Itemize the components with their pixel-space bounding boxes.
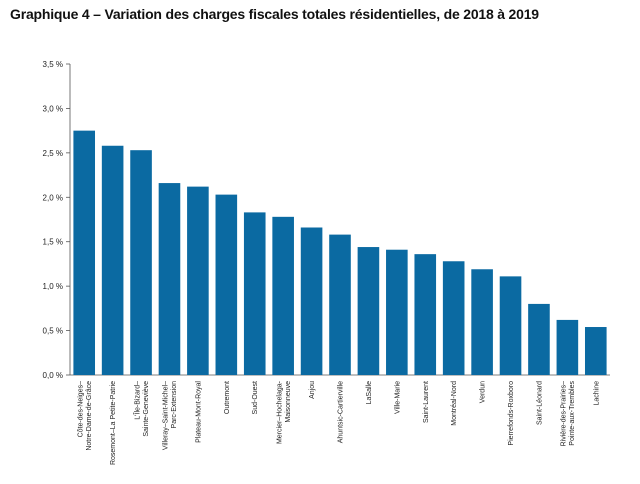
x-tick-label-line: Mercier–Hochelaga- <box>276 380 283 444</box>
bar <box>357 247 380 375</box>
x-tick-label: Plateau-Mont-Royal <box>195 381 202 443</box>
x-tick-label: Ville-Marie <box>394 381 401 414</box>
bar <box>73 130 96 375</box>
y-tick-label: 2,5 % <box>43 149 63 158</box>
bar <box>300 227 323 375</box>
bar <box>556 319 579 375</box>
x-tick-label-line: Outremont <box>224 381 231 414</box>
bar <box>528 303 550 375</box>
bar <box>471 269 493 375</box>
y-tick-label: 1,5 % <box>43 238 63 247</box>
x-tick-label-line: Rivière-des-Prairies– <box>561 381 568 446</box>
bar <box>243 212 266 375</box>
x-tick-label: Montréal-Nord <box>451 381 458 426</box>
bar <box>386 249 408 375</box>
x-tick-label-line: Lachine <box>593 381 600 406</box>
x-tick-label-line: Plateau-Mont-Royal <box>195 381 202 443</box>
x-axis-labels: Côte-des-Neiges– Notre-Dame-de-Grâce Rosem… <box>77 380 600 465</box>
bar <box>158 183 181 375</box>
x-tick-label: Lachine <box>593 381 600 406</box>
x-tick-label-line: LaSalle <box>366 381 373 404</box>
x-tick-label-line: Villeray–Saint-Michel– <box>163 381 170 450</box>
y-tick-label: 3,5 % <box>43 60 63 69</box>
x-tick-label-line: Côte-des-Neiges– <box>77 381 84 438</box>
x-tick-label: Saint-Laurent <box>423 381 430 423</box>
x-tick-label: Sud-Ouest <box>252 381 259 415</box>
bar <box>130 150 152 375</box>
bar <box>215 194 238 375</box>
x-tick-label: Côte-des-Neiges– Notre-Dame-de-Grâce <box>77 381 93 451</box>
x-tick-label: Villeray–Saint-Michel– Parc-Extension <box>163 381 179 450</box>
bar <box>584 327 607 375</box>
x-tick-label-line: Sud-Ouest <box>252 381 259 415</box>
bars <box>73 130 607 375</box>
x-tick-label: Ahuntsic-Cartierville <box>338 381 345 443</box>
x-tick-label-line: Anjou <box>309 381 316 399</box>
x-tick-label-line: L'Île-Bizard– <box>132 381 141 420</box>
bar <box>414 254 437 375</box>
x-tick-label: Rosemont–La Petite-Patrie <box>110 381 117 465</box>
x-tick-label: Pierrefonds-Roxboro <box>508 381 515 446</box>
bar <box>329 234 351 375</box>
x-tick-label-line: Parc-Extension <box>171 381 178 429</box>
chart-title: Graphique 4 – Variation des charges fisc… <box>10 6 539 22</box>
y-tick-label: 3,0 % <box>43 104 63 113</box>
x-tick-label-line: Ahuntsic-Cartierville <box>338 381 345 443</box>
x-tick-label-line: Ville-Marie <box>394 381 401 414</box>
x-tick-label-line: Pierrefonds-Roxboro <box>508 381 515 446</box>
x-tick-label-line: Pointe-aux-Trembles <box>569 381 576 446</box>
x-tick-label-line: Maisonneuve <box>285 381 292 423</box>
x-tick-label-line: Montréal-Nord <box>451 381 458 426</box>
x-tick-label-line: Saint-Laurent <box>423 381 430 423</box>
y-axis-ticks: 0,0 % 0,5 % 1,0 % 1,5 % 2,0 % 2,5 % 3,0 % 3,5 % <box>43 60 70 380</box>
y-tick-label: 2,0 % <box>43 193 63 202</box>
bar <box>187 186 209 375</box>
y-tick-label: 1,0 % <box>43 282 63 291</box>
bar <box>101 145 124 375</box>
y-tick-label: 0,0 % <box>43 371 63 380</box>
x-tick-label: Anjou <box>309 381 316 399</box>
x-tick-label-line: Sainte-Geneviève <box>143 381 150 437</box>
bar <box>442 261 465 375</box>
x-tick-label: Rivière-des-Prairies– Pointe-aux-Trembles <box>561 381 577 447</box>
x-tick-label: Saint-Léonard <box>536 381 543 425</box>
x-tick-label-line: Notre-Dame-de-Grâce <box>86 381 93 451</box>
x-tick-label: Mercier–Hochelaga- Maisonneuve <box>276 380 292 444</box>
bar <box>499 276 522 375</box>
x-tick-label: LaSalle <box>366 381 373 404</box>
x-tick-label: L'Île-Bizard– Sainte-Geneviève <box>132 381 150 437</box>
x-tick-label-line: Verdun <box>480 381 487 403</box>
x-tick-label: Verdun <box>480 381 487 403</box>
bar <box>272 216 294 375</box>
x-tick-label: Outremont <box>224 381 231 414</box>
x-tick-label-line: Saint-Léonard <box>536 381 543 425</box>
y-tick-label: 0,5 % <box>43 327 63 336</box>
x-tick-label-line: Rosemont–La Petite-Patrie <box>110 381 117 465</box>
